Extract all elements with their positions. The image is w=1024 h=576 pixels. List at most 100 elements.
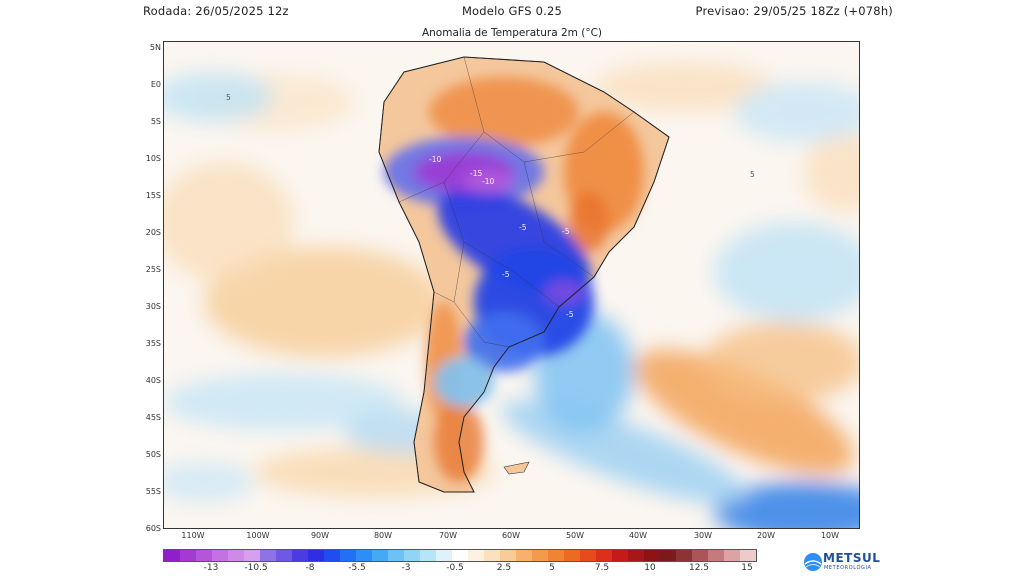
- valid-time-label: Previsao: 29/05/25 18Zz (+078h): [695, 4, 893, 18]
- colorbar-swatch: [452, 550, 468, 561]
- colorbar-swatch: [548, 550, 564, 561]
- lon-label: 70W: [438, 531, 458, 540]
- colorbar-swatch: [324, 550, 340, 561]
- colorbar-swatch: [500, 550, 516, 561]
- colorbar-swatch: [676, 550, 692, 561]
- colorbar-swatch: [484, 550, 500, 561]
- run-label: Rodada: 26/05/2025 12z: [143, 4, 289, 18]
- country-borders: [398, 56, 635, 348]
- colorbar-swatch: [532, 550, 548, 561]
- lon-label: 60W: [501, 531, 521, 540]
- colorbar-swatch: [644, 550, 660, 561]
- colorbar-swatch: [260, 550, 276, 561]
- lat-label: 30S: [145, 302, 161, 311]
- colorbar-swatch: [596, 550, 612, 561]
- colorbar-tick: -3: [401, 563, 411, 573]
- lon-label: 110W: [181, 531, 205, 540]
- colorbar-tick: -0.5: [446, 563, 464, 573]
- colorbar: [163, 549, 757, 562]
- lon-label: 50W: [565, 531, 585, 540]
- colorbar-swatch: [164, 550, 180, 561]
- colorbar-swatch: [308, 550, 324, 561]
- colorbar-swatch: [372, 550, 388, 561]
- contour-label: -10: [482, 177, 494, 186]
- colorbar-swatch: [612, 550, 628, 561]
- contour-label: -5: [519, 223, 527, 232]
- lon-label: 80W: [373, 531, 393, 540]
- coastline: [378, 56, 670, 493]
- contour-label: -15: [470, 169, 482, 178]
- colorbar-swatch: [228, 550, 244, 561]
- colorbar-swatch: [180, 550, 196, 561]
- contour-label: -5: [562, 227, 570, 236]
- colorbar-tick: 2.5: [496, 563, 512, 573]
- lat-label: 15S: [145, 191, 161, 200]
- continent-anomalies: [378, 56, 670, 493]
- colorbar-swatch: [628, 550, 644, 561]
- colorbar-swatch: [708, 550, 724, 561]
- colorbar-tick: 15: [741, 563, 753, 573]
- colorbar-swatch: [244, 550, 260, 561]
- contour-label: 5: [226, 93, 231, 102]
- colorbar-swatch: [724, 550, 740, 561]
- colorbar-swatch: [468, 550, 484, 561]
- lat-label: 60S: [145, 524, 161, 533]
- colorbar-swatch: [564, 550, 580, 561]
- colorbar-swatch: [356, 550, 372, 561]
- model-label: Modelo GFS 0.25: [461, 4, 563, 18]
- colorbar-tick: 5: [549, 563, 555, 573]
- colorbar-swatch: [404, 550, 420, 561]
- colorbar-tick: 12.5: [688, 563, 710, 573]
- lat-label: 50S: [145, 450, 161, 459]
- colorbar-swatch: [276, 550, 292, 561]
- lon-label: 30W: [693, 531, 713, 540]
- colorbar-tick: -5.5: [348, 563, 366, 573]
- lat-label: 5S: [150, 117, 161, 126]
- metsul-logo-subtext: METEOROLOGIA: [824, 565, 872, 571]
- contour-label: -10: [429, 155, 441, 164]
- colorbar-swatch: [436, 550, 452, 561]
- colorbar-swatch: [388, 550, 404, 561]
- colorbar-swatch: [420, 550, 436, 561]
- lat-label: 25S: [145, 265, 161, 274]
- colorbar-swatch: [692, 550, 708, 561]
- lon-label: 90W: [310, 531, 330, 540]
- colorbar-swatch: [340, 550, 356, 561]
- lat-label: E0: [150, 80, 161, 89]
- map-canvas: -10 -15 -10 -5 -5 -5 -5 5 5: [164, 42, 859, 528]
- lon-label: 40W: [628, 531, 648, 540]
- colorbar-tick: -10.5: [244, 563, 268, 573]
- contour-label: 5: [750, 170, 755, 179]
- colorbar-tick: 10: [644, 563, 656, 573]
- anomaly-map: -10 -15 -10 -5 -5 -5 -5 5 5: [163, 41, 860, 529]
- colorbar-tick: 7.5: [594, 563, 610, 573]
- lat-label: 20S: [145, 228, 161, 237]
- colorbar-swatch: [196, 550, 212, 561]
- lon-label: 10W: [820, 531, 840, 540]
- colorbar-swatch: [660, 550, 676, 561]
- colorbar-tick: -13: [203, 563, 219, 573]
- colorbar-swatch: [580, 550, 596, 561]
- metsul-logo: METSUL METEOROLOGIA: [803, 551, 893, 573]
- lat-label: 5N: [149, 43, 161, 52]
- colorbar-tick: -8: [305, 563, 315, 573]
- lon-label: 20W: [756, 531, 776, 540]
- lat-label: 40S: [145, 376, 161, 385]
- colorbar-swatch: [516, 550, 532, 561]
- colorbar-swatch: [740, 550, 756, 561]
- metsul-globe-icon: [804, 553, 822, 571]
- lat-label: 35S: [145, 339, 161, 348]
- colorbar-swatch: [212, 550, 228, 561]
- contour-label: -5: [566, 310, 574, 319]
- falkland-islands: [503, 461, 530, 475]
- map-title: Anomalia de Temperatura 2m (°C): [421, 27, 603, 39]
- contour-label: -5: [502, 270, 510, 279]
- lat-label: 45S: [145, 413, 161, 422]
- lat-label: 10S: [145, 154, 161, 163]
- ocean-anomalies: [164, 62, 859, 528]
- lon-label: 100W: [246, 531, 270, 540]
- colorbar-swatch: [292, 550, 308, 561]
- lat-label: 55S: [145, 487, 161, 496]
- metsul-logo-text: METSUL: [823, 551, 881, 565]
- contour-labels: -10 -15 -10 -5 -5 -5 -5 5 5: [226, 93, 755, 319]
